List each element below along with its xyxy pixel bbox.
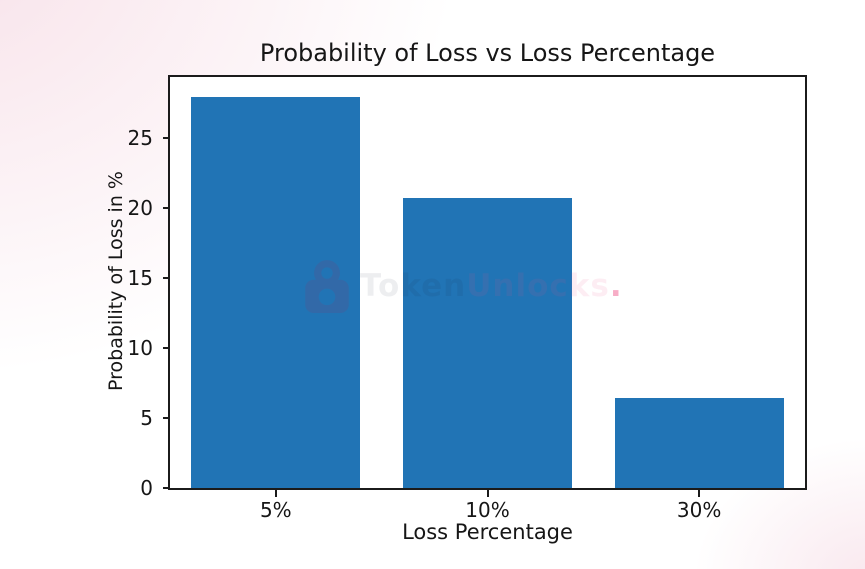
y-tick-mark [163,277,170,280]
y-tick-label: 25 [127,126,153,151]
y-axis-label: Probability of Loss in % [105,171,127,391]
x-tick-label: 10% [465,498,510,522]
x-tick-label: 5% [259,498,292,522]
y-tick-label: 5 [140,406,153,430]
y-tick-mark [163,487,170,489]
x-tick-label: 30% [676,498,722,522]
x-tick-mark [274,490,277,497]
y-tick-label: 15 [127,266,153,291]
y-tick-mark [163,207,170,210]
y-tick-mark [163,137,170,140]
y-tick-mark [163,347,170,349]
x-tick-mark [486,490,489,497]
x-tick-mark [698,490,701,497]
bar [614,398,784,488]
y-tick-mark [163,417,170,419]
x-axis-label: Loss Percentage [402,520,573,544]
bar [402,198,573,488]
chart-title: Probability of Loss vs Loss Percentage [259,39,716,67]
y-tick-label: 10 [127,336,153,360]
y-tick-label: 0 [140,476,153,500]
y-tick-label: 20 [127,196,153,221]
bar [191,97,361,488]
